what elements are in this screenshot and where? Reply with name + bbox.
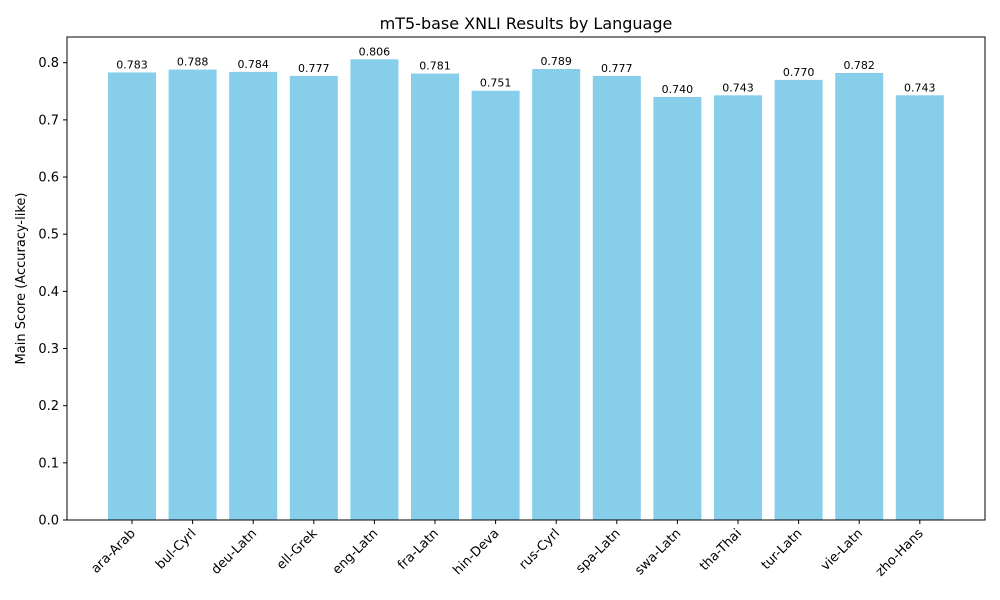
y-tick-label: 0.2 [38,399,59,414]
data-label-fra-Latn: 0.781 [419,60,451,73]
bar-ara-Arab [108,72,156,520]
bar-fra-Latn [411,73,459,520]
y-tick-label: 0.8 [38,56,59,71]
data-label-spa-Latn: 0.777 [601,62,633,75]
y-tick-label: 0.5 [38,228,59,243]
bar-bul-Cyrl [168,69,217,521]
x-tick-label-hin-Deva: hin-Deva [450,526,502,578]
x-tick-label-zho-Hans: zho-Hans [873,526,927,580]
data-label-vie-Latn: 0.782 [843,59,875,72]
data-label-eng-Latn: 0.806 [359,45,391,58]
x-tick-label-ara-Arab: ara-Arab [89,526,139,576]
y-tick-label: 0.7 [38,113,59,128]
x-tick-label-deu-Latn: deu-Latn [209,526,260,577]
data-labels-layer: 0.783 0.788 0.784 0.777 0.806 0.781 0.751 0.789… [116,45,935,96]
data-label-tur-Latn: 0.770 [783,66,815,79]
bar-eng-Latn [350,59,399,521]
x-tick-label-tur-Latn: tur-Latn [759,526,806,573]
y-tick-label: 0.0 [38,514,59,529]
bars-layer [108,59,944,521]
data-label-zho-Hans: 0.743 [904,81,936,94]
plot-frame [66,36,986,521]
bar-tur-Latn [774,79,823,521]
bar-deu-Latn [229,71,278,520]
bar-zho-Hans [895,95,944,521]
bar-swa-Latn [653,97,702,520]
x-tick-label-bul-Cyrl: bul-Cyrl [153,526,199,572]
bar-rus-Cyrl [532,69,581,521]
x-tick-label-fra-Latn: fra-Latn [395,526,442,573]
y-tick-label: 0.1 [38,456,59,471]
y-axis: 0.0 0.1 0.2 0.3 0.4 0.5 0.6 0.7 0.8 [38,56,67,529]
data-label-deu-Latn: 0.784 [237,58,269,71]
x-tick-label-tha-Thai: tha-Thai [697,526,745,574]
data-label-swa-Latn: 0.740 [662,83,694,96]
y-tick-label: 0.6 [38,171,59,186]
y-axis-title: Main Score (Accuracy-like) [14,193,29,365]
x-tick-label-ell-Grek: ell-Grek [274,526,321,573]
data-label-hin-Deva: 0.751 [480,77,512,90]
data-label-rus-Cyrl: 0.789 [540,55,572,68]
x-tick-label-eng-Latn: eng-Latn [330,526,381,577]
bar-hin-Deva [471,90,520,521]
data-label-ara-Arab: 0.783 [116,58,148,71]
x-tick-label-vie-Latn: vie-Latn [818,526,866,574]
x-tick-label-swa-Latn: swa-Latn [632,526,684,578]
y-tick-label: 0.4 [38,285,59,300]
bar-vie-Latn [835,73,884,520]
chart-title: mT5-base XNLI Results by Language [380,14,673,33]
x-tick-label-spa-Latn: spa-Latn [573,526,623,576]
x-axis: ara-Arab bul-Cyrl deu-Latn ell-Grek eng-Latn… [89,520,927,580]
data-label-ell-Grek: 0.777 [298,62,330,75]
data-label-bul-Cyrl: 0.788 [177,56,209,69]
x-tick-label-rus-Cyrl: rus-Cyrl [517,526,564,573]
y-tick-label: 0.3 [38,342,59,357]
data-label-tha-Thai: 0.743 [722,81,754,94]
bar-spa-Latn [592,75,641,520]
bar-ell-Grek [289,75,338,520]
bar-tha-Thai [714,95,762,521]
